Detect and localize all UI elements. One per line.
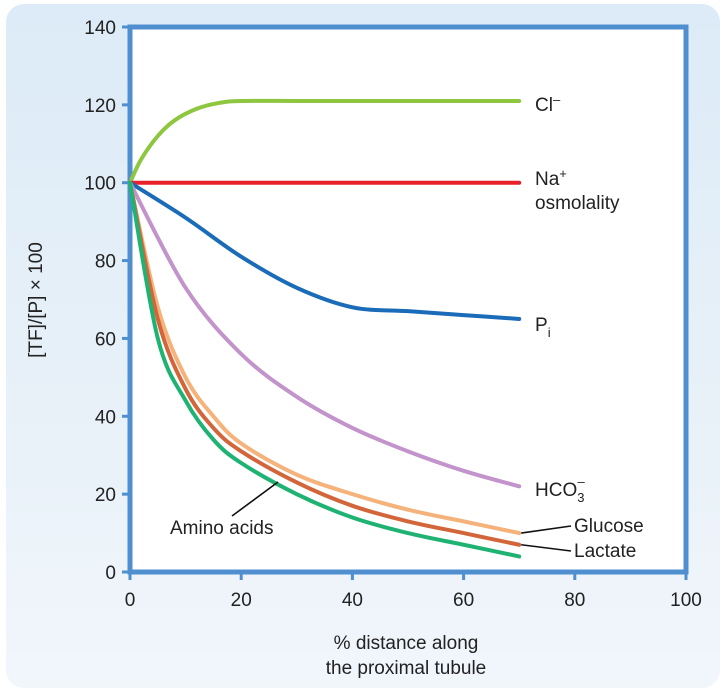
label-glucose: Glucose: [574, 516, 644, 537]
y-tick-label: 20: [95, 485, 116, 506]
figure-panel: 0 20 40 60 80 100 120 140 0 20 40 60 80 100 Cl– Na+ o…: [6, 4, 720, 688]
series-line-hco3: [128, 180, 522, 489]
label-amino-acids: Amino acids: [170, 518, 274, 539]
x-tick-label: 100: [670, 590, 702, 611]
x-tick-label: 40: [342, 590, 363, 611]
y-axis-title: [TF]/[P] × 100: [26, 242, 47, 358]
label-na: Na+: [535, 166, 567, 190]
label-osmolality: osmolality: [535, 193, 620, 214]
x-tick-label: 20: [231, 590, 252, 611]
plot-area: [127, 24, 689, 575]
label-cl: Cl–: [535, 92, 561, 116]
series-line-amino-acids: [128, 180, 522, 559]
series-line-pi: [128, 180, 522, 321]
series-line-cl: [128, 98, 522, 185]
series-line-lactate: [128, 180, 522, 547]
leader-lactate: [521, 543, 572, 552]
y-tick-label: 120: [84, 96, 116, 117]
y-tick-label: 60: [95, 329, 116, 350]
label-lactate: Lactate: [574, 541, 636, 562]
y-tick-label: 80: [95, 252, 116, 273]
series-line-glucose: [128, 180, 522, 536]
axis-ticks: 0 20 40 60 80 100 120 140 0 20 40 60 80 100: [84, 18, 702, 611]
tubule-chart: 0 20 40 60 80 100 120 140 0 20 40 60 80 100 Cl– Na+ o…: [26, 18, 702, 679]
y-tick-label: 100: [84, 174, 116, 195]
x-tick-label: 0: [125, 590, 136, 611]
y-tick-label: 140: [84, 18, 116, 39]
label-pi: Pi: [535, 315, 551, 340]
leader-glucose: [521, 525, 572, 534]
y-tick-label: 40: [95, 407, 116, 428]
label-hco3: HCO3–: [535, 474, 585, 505]
x-tick-label: 80: [564, 590, 585, 611]
x-axis-title-line2: the proximal tubule: [326, 658, 487, 679]
series-lines: [128, 98, 522, 559]
y-tick-label: 0: [105, 563, 116, 584]
x-axis-title-line1: % distance along: [334, 633, 479, 654]
x-tick-label: 60: [453, 590, 474, 611]
leader-amino-acids: [231, 481, 279, 517]
label-leaders: [231, 481, 572, 552]
